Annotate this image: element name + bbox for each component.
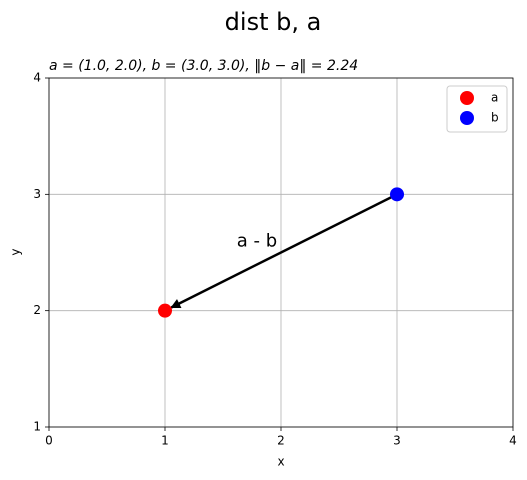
point xyxy=(390,187,404,202)
x-tick-label: 2 xyxy=(277,434,285,448)
legend-marker xyxy=(460,91,474,105)
y-tick-label: 1 xyxy=(33,420,41,434)
annotation: a - b xyxy=(237,231,277,252)
x-tick-label: 1 xyxy=(161,434,169,448)
y-axis-label: y xyxy=(9,248,23,255)
plot-frame xyxy=(48,77,514,428)
y-tick-label: 4 xyxy=(33,71,41,85)
x-tick-label: 3 xyxy=(393,434,401,448)
legend-marker xyxy=(460,111,474,125)
chart-subtitle: a = (1.0, 2.0), b = (3.0, 3.0), ‖b − a‖ … xyxy=(49,58,358,74)
y-tick-label: 3 xyxy=(33,187,41,201)
legend-label: b xyxy=(491,111,499,125)
x-tick-label: 0 xyxy=(45,434,53,448)
point xyxy=(158,303,172,318)
x-tick-label: 4 xyxy=(509,434,517,448)
chart-title: dist b, a xyxy=(225,8,322,36)
y-tick-label: 2 xyxy=(33,303,41,317)
difference-arrow xyxy=(170,193,398,309)
x-axis-label: x xyxy=(277,455,284,469)
legend-label: a xyxy=(491,91,498,105)
